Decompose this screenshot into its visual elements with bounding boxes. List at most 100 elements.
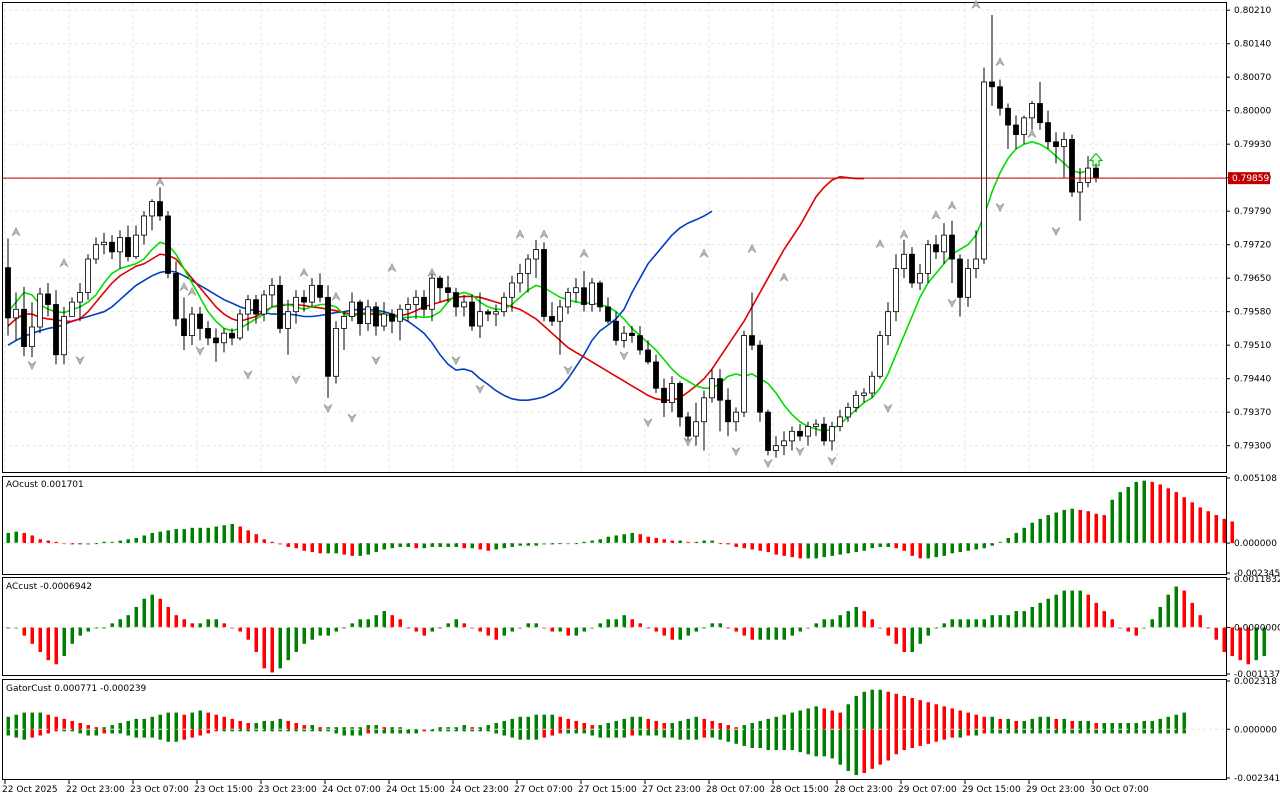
gator-upper-bar (1142, 720, 1146, 730)
ac-bar (798, 627, 802, 632)
fractal-up-marker (971, 0, 981, 9)
gator-lower-bar (206, 729, 210, 734)
ac-bar (598, 623, 602, 628)
ac-bar (150, 594, 154, 628)
fractal-up-marker (427, 267, 437, 277)
ac-bar (462, 623, 466, 628)
ao-bar (270, 541, 274, 544)
candle-body (157, 201, 163, 217)
ao-bar (382, 543, 386, 550)
gator-lower-bar (806, 729, 810, 755)
price-tick-label: 0.79510 (1234, 341, 1271, 351)
candle-body (957, 258, 963, 298)
candle-body (821, 423, 827, 442)
gator-lower-bar (302, 729, 306, 732)
fractal-up-marker (995, 57, 1005, 67)
gator-upper-bar (62, 718, 66, 730)
gator-lower-bar (1182, 729, 1186, 734)
ac-bar (422, 627, 426, 636)
fractal-down-marker (683, 437, 693, 447)
gator-upper-bar (718, 723, 722, 730)
candle-body (397, 308, 403, 322)
ao-bar (214, 526, 218, 544)
gator-upper-bar (30, 712, 34, 730)
ac-bar (1198, 615, 1202, 628)
gator-lower-bar (1126, 729, 1130, 734)
ao-bar (414, 543, 418, 549)
ac-bar (1262, 627, 1266, 657)
gator-upper-bar (798, 710, 802, 730)
candle-body (1061, 138, 1067, 147)
ac-bar (982, 619, 986, 628)
ao-histogram (6, 480, 1234, 559)
gator-lower-bar (1150, 729, 1154, 734)
candle-body (1085, 167, 1091, 183)
ac-bar (454, 619, 458, 628)
ao-bar (358, 543, 362, 556)
ac-bar (1062, 590, 1066, 628)
ao-bar (446, 543, 450, 547)
ao-bar (718, 543, 722, 545)
ao-bar (774, 543, 778, 555)
ao-bar (1094, 513, 1098, 544)
ao-bar (574, 543, 578, 545)
gator-upper-bar (350, 727, 354, 730)
ac-bar (1086, 594, 1090, 628)
ac-bar (614, 619, 618, 628)
ac-bar (1206, 627, 1210, 629)
gator-lower-bar (1102, 729, 1106, 734)
gator-upper-bar (110, 725, 114, 730)
ac-bar (214, 619, 218, 628)
gator-upper-bar (190, 712, 194, 730)
ac-bar (990, 615, 994, 628)
gator-lower-bar (982, 729, 986, 734)
current-price-label-bg (1228, 172, 1270, 185)
gator-upper-bar (1038, 716, 1042, 730)
ac-bar (822, 619, 826, 628)
ao-panel-frame[interactable] (2, 476, 1227, 575)
gator-upper-bar (1094, 723, 1098, 730)
gator-upper-bar (390, 727, 394, 730)
gator-lower-bar (270, 729, 274, 732)
ac-bar (830, 619, 834, 628)
gator-upper-bar (70, 720, 74, 730)
candle-body (989, 81, 995, 88)
ac-bar (1222, 627, 1226, 652)
gator-lower-bar (38, 729, 42, 736)
candle-body (5, 267, 11, 319)
ac-bar (526, 623, 530, 628)
ao-bar (1102, 515, 1106, 544)
gator-lower-bar (870, 729, 874, 769)
gator-upper-bar (78, 723, 82, 730)
gator-upper-bar (1174, 714, 1178, 730)
gator-upper-bar (206, 712, 210, 730)
gator-lower-bar (846, 729, 850, 771)
gator-upper-bar (814, 706, 818, 730)
gator-lower-bar (934, 729, 938, 742)
ac-bar (326, 627, 330, 636)
gator-lower-bar (758, 729, 762, 748)
gator-upper-bar (470, 727, 474, 730)
fractal-up-marker (515, 229, 525, 239)
price-panel-frame[interactable] (2, 2, 1227, 473)
ac-bar (414, 627, 418, 632)
candle-body (525, 258, 531, 274)
candle-body (853, 395, 859, 408)
time-tick-label: 29 Oct 07:00 (898, 785, 957, 795)
ac-bar (902, 627, 906, 652)
time-tick-label: 29 Oct 15:00 (962, 785, 1021, 795)
candle-body (325, 296, 331, 377)
ac-bar (750, 627, 754, 640)
candle-body (429, 277, 435, 310)
ao-bar (422, 543, 426, 549)
ac-bar (1038, 602, 1042, 628)
ao-bar (94, 543, 98, 545)
ao-bar (398, 543, 402, 547)
ao-bar (102, 541, 106, 544)
gator-upper-bar (862, 691, 866, 730)
ac-bar (1110, 619, 1114, 628)
time-tick-label: 22 Oct 23:00 (66, 785, 125, 795)
current-price-line: 0.79859 (3, 172, 1270, 185)
gator-lower-bar (126, 729, 130, 736)
